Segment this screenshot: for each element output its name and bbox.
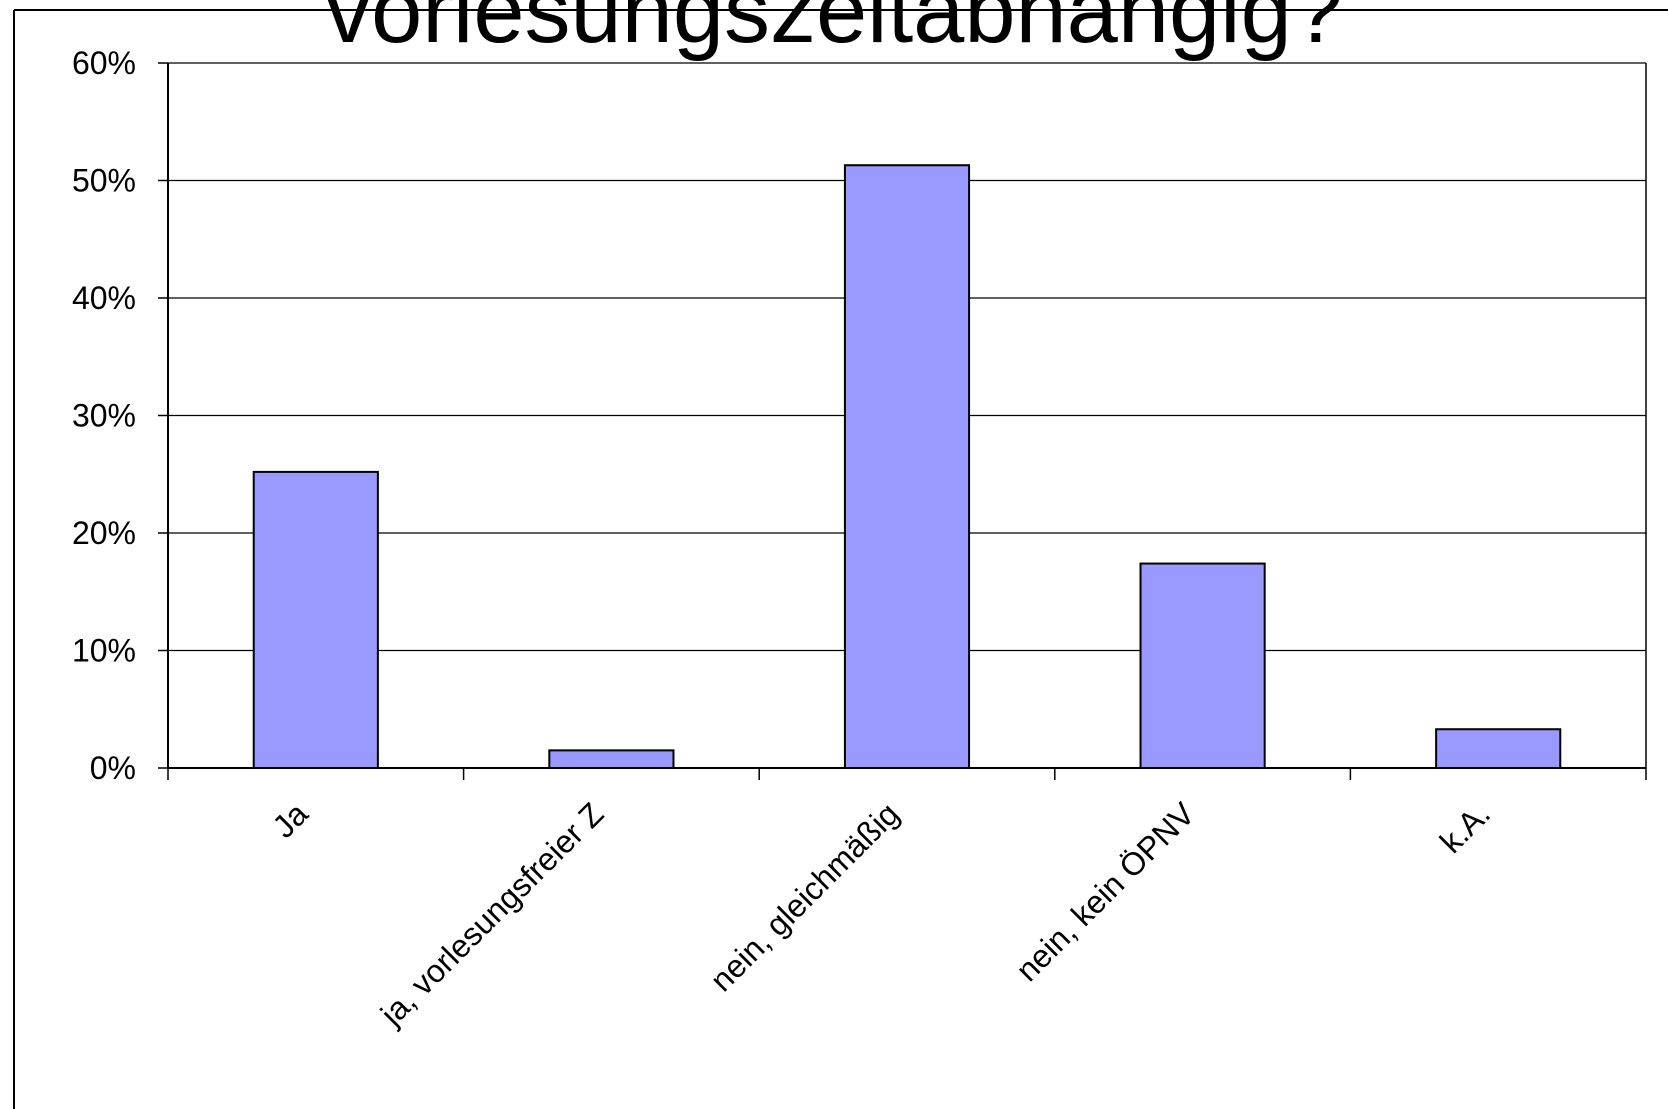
bar — [252, 470, 379, 769]
y-tick-label: 60% — [72, 45, 136, 81]
y-tick-label: 50% — [72, 163, 136, 199]
bar — [1435, 728, 1562, 769]
y-tick-label: 40% — [72, 280, 136, 316]
bar — [1139, 562, 1266, 769]
chart-title: vorlesungszeitabhängig? — [325, 0, 1343, 62]
y-tick-label: 30% — [72, 398, 136, 434]
y-tick-label: 0% — [90, 750, 136, 786]
x-category-label: ja, vorlesungsfreier Z — [373, 795, 610, 1032]
bar — [548, 749, 675, 769]
x-category-label: k.A. — [1433, 795, 1497, 859]
x-category-label: nein, kein ÖPNV — [1009, 795, 1202, 988]
x-category-label: nein, gleichmäßig — [703, 795, 906, 998]
x-category-label: Ja — [265, 795, 314, 844]
y-tick-label: 10% — [72, 633, 136, 669]
bar — [843, 164, 971, 770]
y-tick-label: 20% — [72, 515, 136, 551]
